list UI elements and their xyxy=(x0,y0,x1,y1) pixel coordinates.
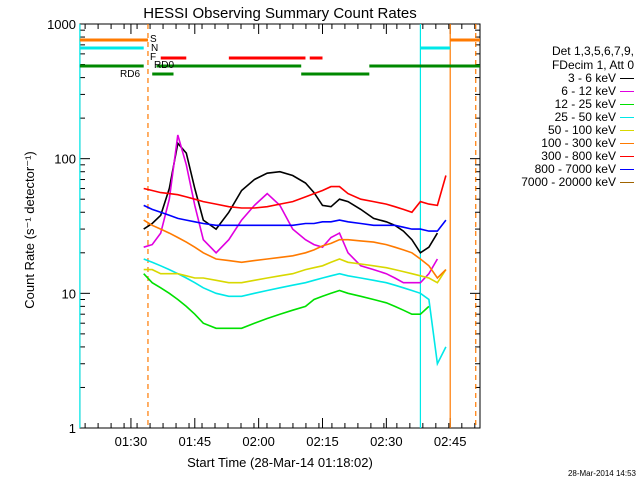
legend-swatch xyxy=(620,130,634,131)
legend-header-detectors: Det 1,3,5,6,7,9, xyxy=(551,44,634,58)
x-tick-label: 02:30 xyxy=(370,434,403,449)
legend-entry: 100 - 300 keV xyxy=(484,137,634,150)
legend-entry: 7000 - 20000 keV xyxy=(484,176,634,189)
y-axis-label: Count Rate (s⁻¹ detector⁻¹) xyxy=(22,151,37,309)
legend: Det 1,3,5,6,7,9, FDecim 1, Att 0 3 - 6 k… xyxy=(484,44,634,189)
legend-entry-label: 100 - 300 keV xyxy=(541,136,616,150)
legend-entry: 300 - 800 keV xyxy=(484,150,634,163)
state-bar-label: RD0 xyxy=(154,60,174,71)
legend-entry-label: 3 - 6 keV xyxy=(567,71,616,85)
legend-swatch xyxy=(620,117,634,118)
legend-entry: 50 - 100 keV xyxy=(484,124,634,137)
x-tick-label: 02:45 xyxy=(434,434,467,449)
footer-date: 28-Mar-2014 14:53 xyxy=(567,469,636,478)
legend-header-decimation: FDecim 1, Att 0 xyxy=(551,58,634,72)
state-bar-label: N xyxy=(151,43,158,54)
x-tick-label: 02:15 xyxy=(306,434,339,449)
legend-entries: 3 - 6 keV 6 - 12 keV 12 - 25 keV 25 - 50 ke… xyxy=(484,72,634,189)
legend-swatch xyxy=(620,169,634,170)
state-bar-label: RD6 xyxy=(120,69,140,80)
x-axis-label: Start Time (28-Mar-14 01:18:02) xyxy=(187,455,373,470)
series-line-3 xyxy=(143,258,447,367)
legend-entry-label: 12 - 25 keV xyxy=(554,97,616,111)
state-bar-label: F xyxy=(150,52,156,63)
legend-swatch xyxy=(620,104,634,105)
legend-entry: 25 - 50 keV xyxy=(484,111,634,124)
legend-entry: 800 - 7000 keV xyxy=(484,163,634,176)
series-line-2 xyxy=(143,273,430,330)
legend-entry: 12 - 25 keV xyxy=(484,98,634,111)
legend-entry-label: 300 - 800 keV xyxy=(541,149,616,163)
legend-entry: 6 - 12 keV xyxy=(484,85,634,98)
legend-swatch xyxy=(620,143,634,144)
y-tick-label: 100 xyxy=(54,152,76,167)
x-tick-label: 01:45 xyxy=(179,434,212,449)
legend-entry: 3 - 6 keV xyxy=(484,72,634,85)
series-line-6 xyxy=(143,175,447,214)
legend-swatch xyxy=(620,156,634,157)
series-line-5 xyxy=(143,219,447,280)
legend-entry-label: 25 - 50 keV xyxy=(554,110,616,124)
legend-entry-label: 800 - 7000 keV xyxy=(534,162,616,176)
chart-title: HESSI Observing Summary Count Rates xyxy=(143,5,416,22)
plot-area: 1 10 100 1000 01:30 01:45 02:00 02:15 02:30 02:45… xyxy=(47,17,481,449)
legend-entry-label: 7000 - 20000 keV xyxy=(521,175,616,189)
series-line-7 xyxy=(143,204,447,232)
legend-entry-label: 50 - 100 keV xyxy=(547,123,616,137)
legend-swatch xyxy=(620,91,634,92)
y-tick-label: 10 xyxy=(62,286,76,301)
state-bar-label: S xyxy=(150,34,157,45)
legend-entry-label: 6 - 12 keV xyxy=(561,84,616,98)
x-tick-label: 02:00 xyxy=(242,434,275,449)
series-line-1 xyxy=(143,134,439,284)
y-tick-label: 1 xyxy=(69,421,76,436)
x-tick-label: 01:30 xyxy=(115,434,148,449)
y-tick-label: 1000 xyxy=(47,17,76,32)
legend-swatch xyxy=(620,78,634,79)
series-line-4 xyxy=(143,258,447,284)
legend-swatch xyxy=(620,182,634,183)
